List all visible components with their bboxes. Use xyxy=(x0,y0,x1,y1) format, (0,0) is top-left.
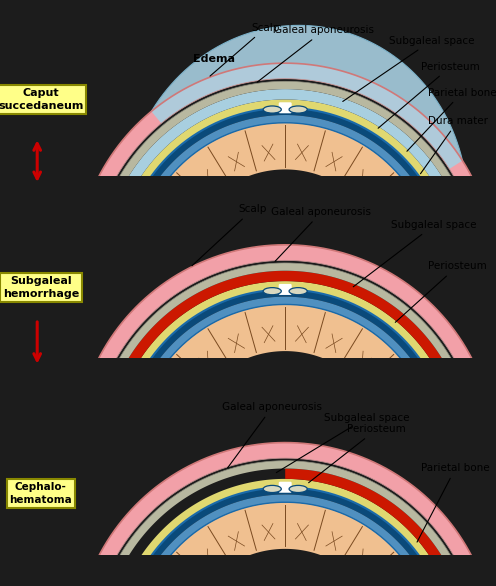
Text: Caput
succedaneum: Caput succedaneum xyxy=(0,88,84,111)
Polygon shape xyxy=(120,108,450,273)
Polygon shape xyxy=(93,263,477,455)
Text: Parietal bone: Parietal bone xyxy=(417,463,490,542)
Polygon shape xyxy=(135,123,435,273)
Ellipse shape xyxy=(263,288,281,295)
Polygon shape xyxy=(75,245,495,455)
Text: Subgaleal space: Subgaleal space xyxy=(343,36,474,101)
Text: Galeal aponeurosis: Galeal aponeurosis xyxy=(271,207,372,261)
Text: Cephalo-
hematoma: Cephalo- hematoma xyxy=(9,482,72,505)
Polygon shape xyxy=(112,479,459,586)
Text: Galeal aponeurosis: Galeal aponeurosis xyxy=(222,402,322,468)
Text: Edema: Edema xyxy=(193,54,235,64)
Polygon shape xyxy=(127,495,443,586)
Polygon shape xyxy=(151,25,462,169)
Ellipse shape xyxy=(289,485,307,492)
Text: Galeal aponeurosis: Galeal aponeurosis xyxy=(257,25,374,82)
Text: Scalp: Scalp xyxy=(210,23,280,76)
Polygon shape xyxy=(93,81,477,273)
Polygon shape xyxy=(135,502,435,586)
Polygon shape xyxy=(127,115,443,273)
Polygon shape xyxy=(75,442,495,586)
Polygon shape xyxy=(127,297,443,455)
Text: Subgaleal space: Subgaleal space xyxy=(276,413,410,473)
Polygon shape xyxy=(112,281,459,455)
Text: Periosteum: Periosteum xyxy=(378,62,480,128)
Text: Subgaleal
hemorrhage: Subgaleal hemorrhage xyxy=(3,275,79,299)
FancyBboxPatch shape xyxy=(279,284,292,295)
Ellipse shape xyxy=(263,485,281,492)
Polygon shape xyxy=(135,305,435,455)
FancyBboxPatch shape xyxy=(279,103,292,113)
Polygon shape xyxy=(101,271,469,455)
Ellipse shape xyxy=(289,288,307,295)
Text: Parietal bone: Parietal bone xyxy=(407,87,496,151)
Polygon shape xyxy=(285,469,466,586)
Text: Dura mater: Dura mater xyxy=(421,116,488,173)
Polygon shape xyxy=(93,461,477,586)
Polygon shape xyxy=(75,63,495,273)
Polygon shape xyxy=(120,488,450,586)
Polygon shape xyxy=(120,289,450,455)
FancyBboxPatch shape xyxy=(279,482,292,493)
Polygon shape xyxy=(112,100,459,273)
Ellipse shape xyxy=(263,106,281,113)
Polygon shape xyxy=(101,89,469,273)
Text: Periosteum: Periosteum xyxy=(309,424,406,483)
Text: Subgaleal space: Subgaleal space xyxy=(353,220,477,287)
Text: Scalp: Scalp xyxy=(192,205,267,266)
Ellipse shape xyxy=(289,106,307,113)
Text: Periosteum: Periosteum xyxy=(395,261,487,322)
